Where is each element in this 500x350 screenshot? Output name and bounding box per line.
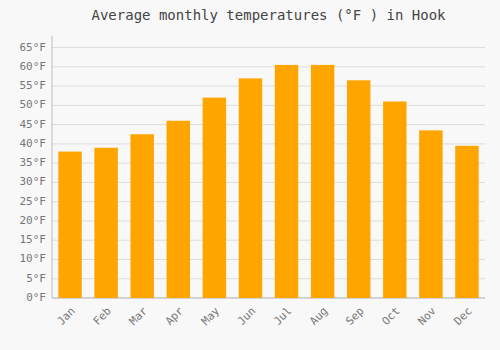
y-tick-label: 15°F bbox=[20, 233, 47, 246]
x-tick-label: Sep bbox=[343, 305, 366, 328]
bar bbox=[311, 65, 334, 298]
x-tick-label: Jan bbox=[55, 305, 78, 328]
y-tick-label: 45°F bbox=[20, 118, 47, 131]
bar bbox=[203, 98, 226, 298]
grid-line bbox=[52, 124, 485, 125]
bar bbox=[383, 102, 406, 299]
x-tick-label: Aug bbox=[307, 305, 330, 328]
bar bbox=[58, 152, 81, 298]
bar bbox=[94, 148, 117, 298]
bar bbox=[239, 78, 262, 298]
x-tick-label: Feb bbox=[91, 305, 114, 328]
y-tick-label: 35°F bbox=[20, 156, 47, 169]
bar bbox=[167, 121, 190, 298]
grid-line bbox=[52, 66, 485, 67]
y-tick-label: 25°F bbox=[20, 195, 47, 208]
x-tick-label: Dec bbox=[451, 305, 474, 328]
grid bbox=[52, 48, 485, 298]
bar bbox=[419, 130, 442, 298]
y-tick-label: 65°F bbox=[20, 41, 47, 54]
x-tick-label: May bbox=[199, 304, 223, 328]
bar bbox=[130, 134, 153, 298]
chart: 0°F 5°F 10°F 15°F 20°F 25°F 30°F 35°F 40°F 45°F 50… bbox=[0, 0, 500, 350]
y-tick-label: 0°F bbox=[26, 291, 46, 304]
grid-line bbox=[52, 105, 485, 106]
bar bbox=[455, 146, 478, 298]
y-tick-label: 20°F bbox=[20, 214, 47, 227]
y-tick-label: 40°F bbox=[20, 137, 47, 150]
y-tick-label: 30°F bbox=[20, 175, 47, 188]
x-tick-label: Mar bbox=[127, 304, 151, 328]
x-tick-label: Jul bbox=[271, 305, 294, 328]
y-tick-label: 50°F bbox=[20, 98, 47, 111]
grid-line bbox=[52, 47, 485, 48]
x-tick-label: Jun bbox=[235, 305, 258, 328]
y-tick-label: 60°F bbox=[20, 60, 47, 73]
x-tick-label: Oct bbox=[379, 305, 402, 328]
y-axis-line bbox=[52, 36, 53, 298]
background bbox=[0, 0, 500, 350]
bar bbox=[347, 80, 370, 298]
grid-line bbox=[52, 86, 485, 87]
title: Average monthly temperatures (°F ) in Ho… bbox=[91, 7, 446, 23]
bar bbox=[275, 65, 298, 298]
y-tick-label: 10°F bbox=[20, 252, 47, 265]
bars bbox=[58, 65, 478, 298]
y-tick-label: 5°F bbox=[26, 272, 46, 285]
x-tick-label: Nov bbox=[415, 304, 439, 328]
x-tick-label: Apr bbox=[163, 304, 187, 328]
y-tick-label: 55°F bbox=[20, 79, 47, 92]
